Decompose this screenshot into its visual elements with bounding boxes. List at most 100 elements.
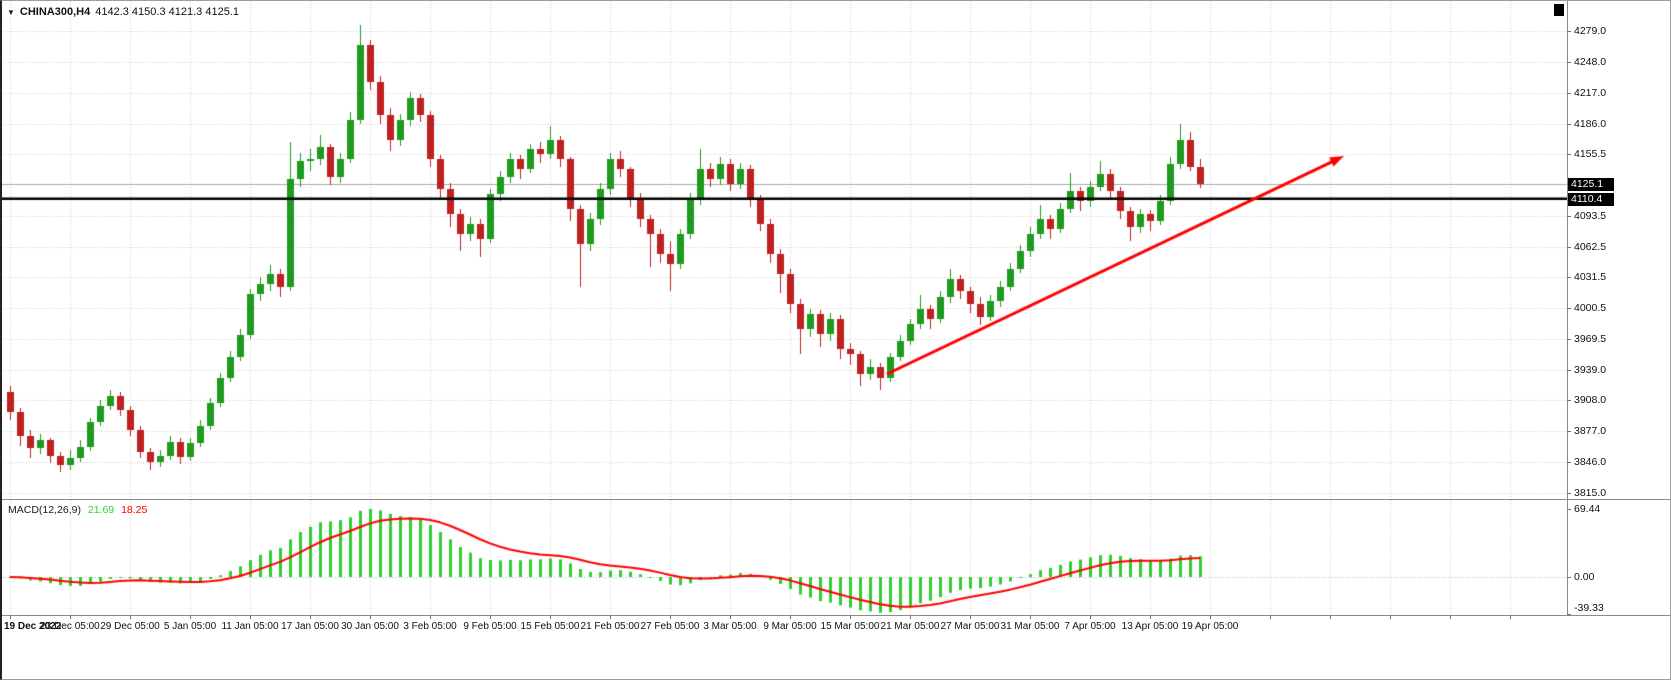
time-axis-label: 7 Apr 05:00 [1064,621,1116,632]
macd-axis-tick [1567,614,1571,615]
macd-signal-value: 18.25 [121,504,148,516]
time-axis-label: 21 Mar 05:00 [880,621,940,632]
time-axis-label: 23 Dec 05:00 [40,621,100,632]
pane-separator[interactable] [2,499,1670,500]
time-axis-tick [1390,616,1391,619]
price-axis-tick [1567,247,1571,248]
price-axis-tick [1567,462,1571,463]
price-axis-label: 4217.0 [1574,86,1607,99]
symbol-header: ▼ CHINA300,H4 4142.3 4150.3 4121.3 4125.… [7,6,239,18]
time-axis-tick [250,616,251,619]
time-axis-label: 9 Mar 05:00 [763,621,817,632]
macd-indicator-canvas[interactable] [2,500,1567,615]
time-axis-label: 3 Mar 05:00 [703,621,757,632]
time-axis-label: 11 Jan 05:00 [221,621,279,632]
price-axis-label: 3939.0 [1574,363,1607,376]
time-axis-tick [550,616,551,619]
time-axis-tick [130,616,131,619]
time-axis-tick [1210,616,1211,619]
time-axis-tick [1030,616,1031,619]
time-axis[interactable]: 19 Dec 2022 23 Dec 05:00 29 Dec 05:00 5 Jan… [2,616,1567,642]
time-axis-tick [910,616,911,619]
time-axis-tick [790,616,791,619]
time-axis-label: 27 Mar 05:00 [940,621,1000,632]
time-axis-tick [1270,616,1271,619]
price-axis-tick [1567,493,1571,494]
bid-price-tag: 4125.1 [1568,178,1614,192]
time-axis-tick [850,616,851,619]
price-axis-label: 4279.0 [1574,25,1607,37]
price-axis-tick [1567,93,1571,94]
time-axis-tick [670,616,671,619]
time-axis-label: 29 Dec 05:00 [100,621,160,632]
time-axis-tick [610,616,611,619]
symbol-period-label: CHINA300,H4 [19,6,91,18]
time-axis-tick [70,616,71,619]
time-axis-label: 19 Apr 05:00 [1181,621,1239,632]
ohlc-values-label: 4142.3 4150.3 4121.3 4125.1 [95,6,239,18]
macd-main-value: 21.69 [87,504,115,516]
time-axis-label: 9 Feb 05:00 [463,621,517,632]
time-axis-separator [2,615,1670,616]
price-axis-tick [1567,400,1571,401]
macd-axis-tick [1567,577,1571,578]
price-axis-tick [1567,154,1571,155]
chevron-down-icon[interactable]: ▼ [7,7,15,17]
time-axis-label: 31 Mar 05:00 [1000,621,1060,632]
price-axis-tick [1567,124,1571,125]
price-axis-tick [1567,370,1571,371]
price-chart-canvas[interactable] [2,1,1567,499]
price-axis-tick [1567,62,1571,63]
time-axis-tick [10,616,11,619]
time-axis-label: 21 Feb 05:00 [580,621,640,632]
time-axis-tick [970,616,971,619]
time-axis-label: 27 Feb 05:00 [640,621,700,632]
price-axis-label: 3908.0 [1574,394,1607,407]
price-axis-tick [1567,431,1571,432]
time-axis-label: 15 Feb 05:00 [520,621,580,632]
price-axis-label: 4248.0 [1574,55,1607,68]
time-axis-tick [490,616,491,619]
time-axis-label: 3 Feb 05:00 [403,621,457,632]
time-axis-tick [370,616,371,619]
time-axis-tick [430,616,431,619]
price-axis-label: 3877.0 [1574,425,1607,438]
macd-axis-max-label: 69.44 [1574,503,1601,515]
price-axis-tick [1567,31,1571,32]
time-axis-tick [1510,616,1511,619]
price-axis-tick [1567,216,1571,217]
time-axis-tick [1450,616,1451,619]
macd-axis-min-label: -39.33 [1574,602,1604,614]
time-axis-tick [310,616,311,619]
chart-shift-marker[interactable] [1554,4,1564,16]
time-axis-tick [1090,616,1091,619]
price-axis-label: 4000.5 [1574,302,1607,315]
price-axis-label: 4186.0 [1574,117,1607,130]
price-axis[interactable]: 4279.0 4248.0 4217.0 4186.0 4155.5 4093.5 4062… [1567,1,1670,615]
time-axis-label: 13 Apr 05:00 [1121,621,1179,632]
price-axis-tick [1567,277,1571,278]
macd-indicator-label: MACD(12,26,9) 21.69 18.25 [8,504,151,516]
price-axis-label: 3969.5 [1574,333,1607,346]
hline-price-tag: 4110.4 [1568,192,1614,206]
price-axis-label: 3815.0 [1574,487,1607,499]
time-axis-label: 15 Mar 05:00 [820,621,880,632]
price-axis-label: 3846.0 [1574,456,1607,469]
price-axis-label: 4062.5 [1574,240,1607,253]
macd-axis-zero-label: 0.00 [1574,571,1595,583]
price-axis-tick [1567,308,1571,309]
time-axis-tick [1330,616,1331,619]
macd-axis-tick [1567,509,1571,510]
time-axis-label: 17 Jan 05:00 [281,621,339,632]
time-axis-tick [1150,616,1151,619]
price-axis-label: 4155.5 [1574,147,1607,160]
time-axis-tick [190,616,191,619]
price-axis-label: 4093.5 [1574,209,1607,222]
time-axis-tick [730,616,731,619]
price-axis-label: 4031.5 [1574,271,1607,284]
time-axis-label: 30 Jan 05:00 [341,621,399,632]
price-axis-tick [1567,339,1571,340]
time-axis-label: 5 Jan 05:00 [163,621,217,632]
time-axis-label: 19 Dec 2022 [4,621,62,632]
